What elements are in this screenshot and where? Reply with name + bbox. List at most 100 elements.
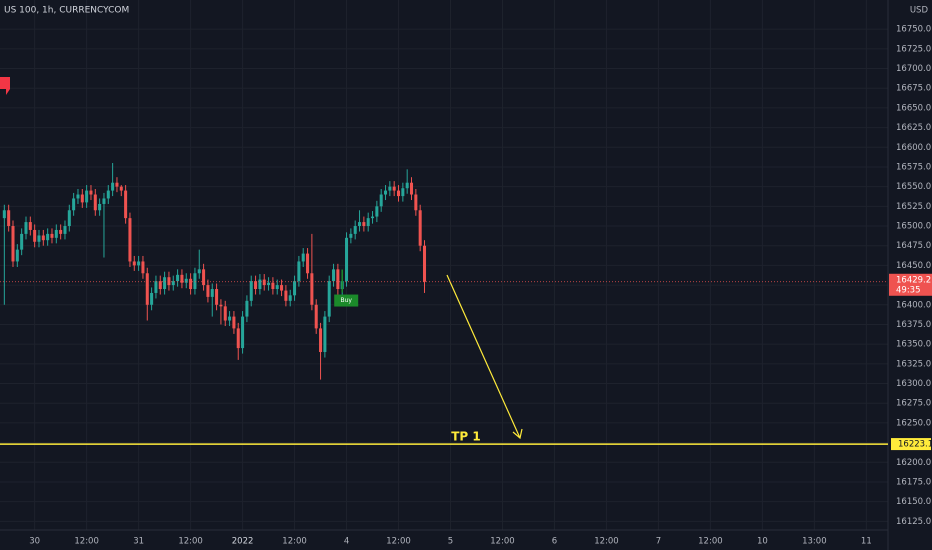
candle-body bbox=[280, 285, 284, 291]
candle-body bbox=[405, 182, 409, 189]
candle-body bbox=[184, 278, 188, 283]
y-tick-label: 16175.0 bbox=[896, 477, 931, 487]
candle-body bbox=[63, 226, 67, 234]
candle-body bbox=[245, 300, 249, 317]
candle-body bbox=[54, 229, 58, 238]
candle-body bbox=[76, 194, 80, 199]
y-tick-label: 16375.0 bbox=[896, 320, 931, 330]
candle-body bbox=[41, 235, 45, 241]
y-tick-label: 16675.0 bbox=[896, 84, 931, 94]
candle-body bbox=[384, 190, 388, 195]
candle-body bbox=[98, 203, 102, 211]
y-tick-label: 16150.0 bbox=[896, 497, 931, 507]
candle-body bbox=[397, 190, 401, 197]
currency: USD bbox=[910, 6, 929, 16]
candle-body bbox=[11, 226, 15, 262]
candle-body bbox=[358, 222, 362, 227]
y-tick-label: 16625.0 bbox=[896, 123, 931, 133]
candle-body bbox=[154, 281, 158, 293]
candle-body bbox=[80, 194, 84, 203]
y-tick-label: 16300.0 bbox=[896, 379, 931, 389]
x-tick-label: 12:00 bbox=[490, 537, 515, 547]
target-value: 16223.1 bbox=[898, 440, 932, 450]
x-tick-label: 12:00 bbox=[282, 537, 307, 547]
candle-body bbox=[319, 328, 323, 353]
candle-body bbox=[388, 186, 392, 191]
candle-body bbox=[15, 249, 19, 262]
candle-body bbox=[323, 316, 327, 353]
x-tick-label: 7 bbox=[656, 537, 661, 547]
target-label: TP 1 bbox=[451, 430, 481, 444]
x-tick-label: 12:00 bbox=[698, 537, 723, 547]
candle-body bbox=[414, 194, 418, 211]
y-tick-label: 16500.0 bbox=[896, 222, 931, 232]
candle-body bbox=[115, 182, 119, 187]
candle-body bbox=[67, 210, 71, 227]
candle-body bbox=[249, 281, 253, 301]
candle-body bbox=[215, 289, 219, 305]
y-tick-label: 16125.0 bbox=[896, 517, 931, 527]
candle-body bbox=[293, 281, 297, 296]
candle-body bbox=[301, 253, 305, 262]
candle-body bbox=[7, 210, 11, 227]
candle-body bbox=[267, 282, 271, 286]
candle-body bbox=[362, 222, 366, 227]
projection-arrow bbox=[446, 274, 521, 439]
signal-label: Buy bbox=[340, 297, 352, 304]
candle-body bbox=[89, 190, 93, 195]
x-tick-label: 2022 bbox=[232, 537, 254, 547]
y-tick-label: 16725.0 bbox=[896, 44, 931, 54]
candle-body bbox=[124, 190, 128, 219]
candle-body bbox=[297, 261, 301, 282]
candle-body bbox=[219, 304, 223, 307]
candle-body bbox=[271, 282, 275, 290]
candle-body bbox=[371, 216, 375, 219]
candle-body bbox=[232, 316, 236, 329]
candle-body bbox=[37, 235, 41, 242]
candle-body bbox=[310, 273, 314, 305]
candle-body bbox=[158, 281, 162, 290]
x-tick-label: 31 bbox=[133, 537, 144, 547]
candle-body bbox=[254, 281, 258, 290]
candle-body bbox=[275, 285, 279, 290]
candle-body bbox=[332, 269, 336, 282]
candle-body bbox=[236, 328, 240, 349]
candle-body bbox=[20, 233, 24, 250]
candle-body bbox=[345, 237, 349, 282]
y-tick-label: 16525.0 bbox=[896, 202, 931, 212]
candle-body bbox=[422, 245, 427, 282]
x-tick-label: 30 bbox=[29, 537, 40, 547]
x-tick-label: 11 bbox=[861, 537, 872, 547]
candle-body bbox=[93, 194, 97, 211]
candle-body bbox=[189, 278, 193, 290]
candle-body bbox=[223, 306, 227, 321]
candle-body bbox=[163, 277, 167, 290]
candle-body bbox=[228, 316, 232, 321]
candle-body bbox=[72, 198, 76, 211]
candle-body bbox=[401, 188, 405, 197]
x-tick-label: 13:00 bbox=[802, 537, 827, 547]
candle-body bbox=[50, 233, 54, 238]
candle-body bbox=[145, 273, 149, 305]
candle-body bbox=[392, 186, 396, 191]
x-tick-label: 5 bbox=[448, 537, 453, 547]
candle-body bbox=[262, 279, 266, 286]
y-tick-label: 16275.0 bbox=[896, 399, 931, 409]
x-tick-label: 12:00 bbox=[178, 537, 203, 547]
candle-body bbox=[418, 210, 422, 246]
candle-body bbox=[258, 279, 262, 290]
candle-body bbox=[210, 289, 214, 297]
y-tick-label: 16325.0 bbox=[896, 359, 931, 369]
arrow-head bbox=[512, 428, 523, 440]
candle-body bbox=[46, 233, 50, 241]
candle-body bbox=[106, 190, 110, 199]
candle-body bbox=[409, 182, 414, 195]
candle-body bbox=[306, 253, 310, 274]
candle-body bbox=[137, 261, 141, 266]
x-tick-label: 4 bbox=[344, 537, 349, 547]
candle-body bbox=[353, 226, 357, 234]
y-tick-label: 16700.0 bbox=[896, 64, 931, 74]
countdown: 49:35 bbox=[896, 285, 921, 295]
